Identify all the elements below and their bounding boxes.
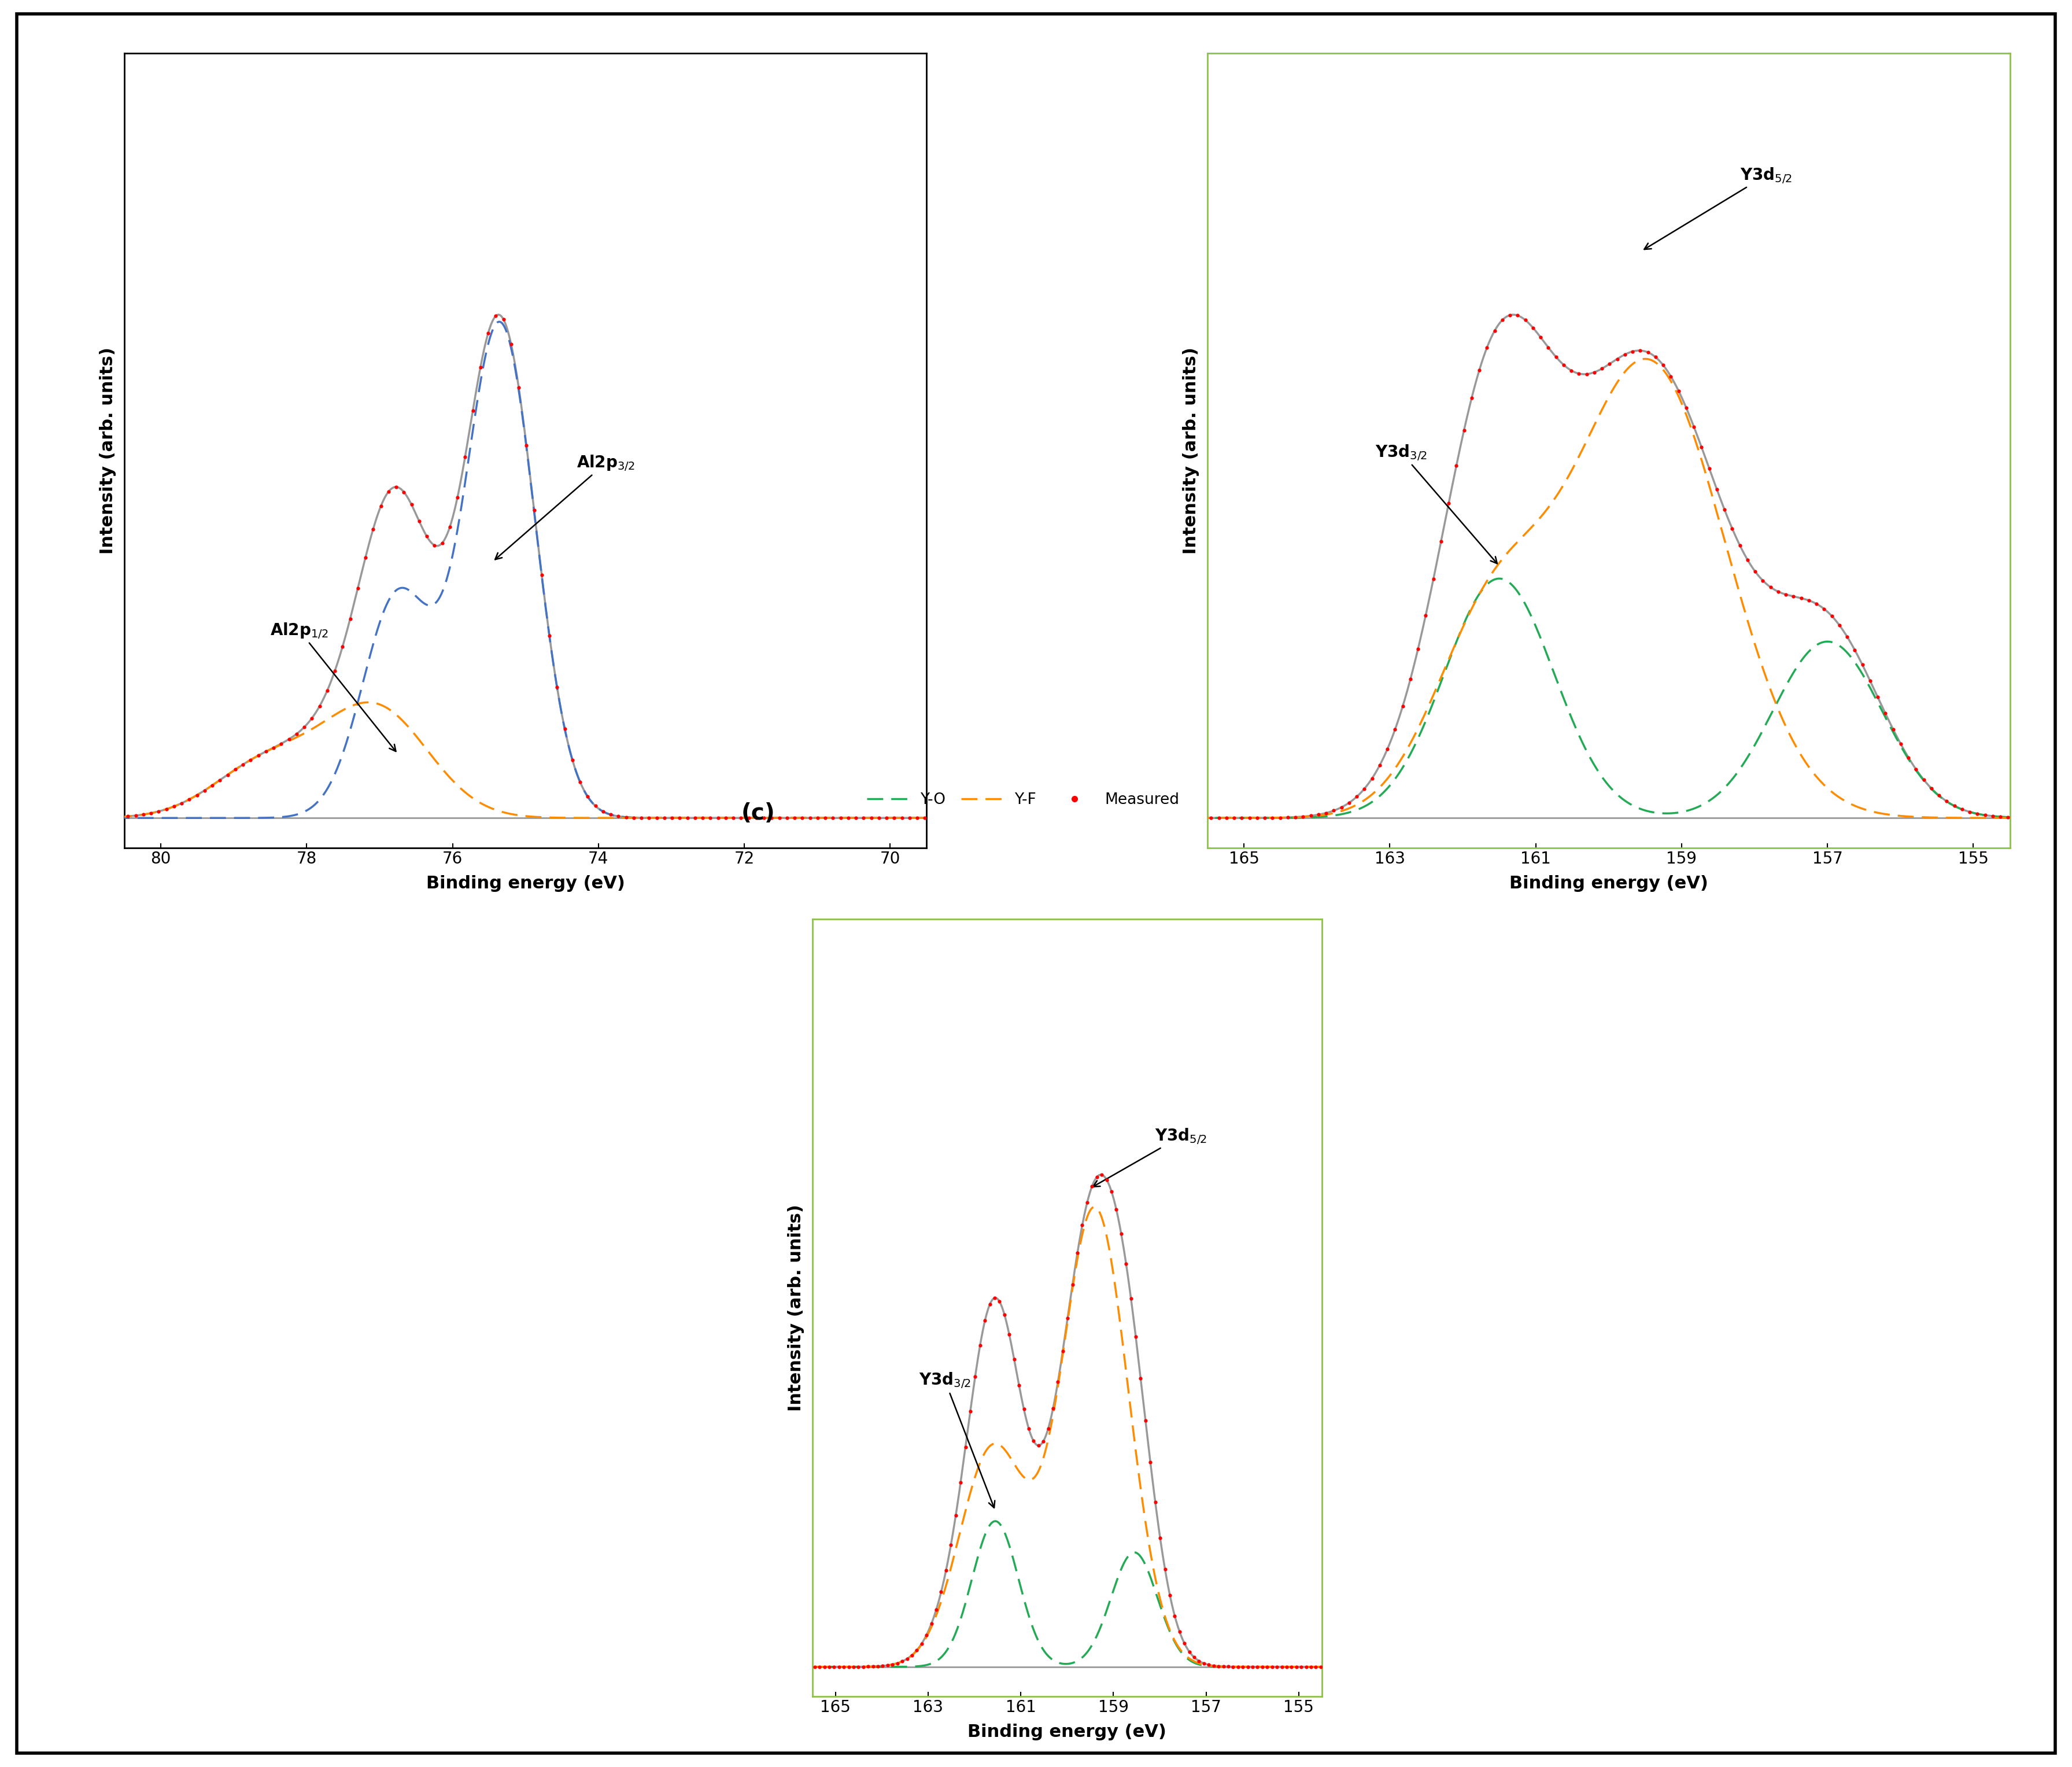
Text: Y3d$_{5/2}$: Y3d$_{5/2}$ xyxy=(1094,1127,1208,1187)
Y-axis label: Intensity (arb. units): Intensity (arb. units) xyxy=(787,1203,804,1412)
X-axis label: Binding energy (eV): Binding energy (eV) xyxy=(427,875,626,892)
Text: Y3d$_{3/2}$: Y3d$_{3/2}$ xyxy=(918,1371,995,1507)
X-axis label: Binding energy (eV): Binding energy (eV) xyxy=(1508,875,1707,892)
X-axis label: Binding energy (eV): Binding energy (eV) xyxy=(968,1723,1167,1740)
Y-axis label: Intensity (arb. units): Intensity (arb. units) xyxy=(1183,346,1200,555)
Text: Al2p$_{1/2}$: Al2p$_{1/2}$ xyxy=(269,622,396,751)
Text: Y3d$_{3/2}$: Y3d$_{3/2}$ xyxy=(1376,444,1498,564)
Legend: Y-O, Y-F, Measured: Y-O, Y-F, Measured xyxy=(860,786,1185,815)
Text: (c): (c) xyxy=(742,802,775,823)
Text: Y3d$_{5/2}$: Y3d$_{5/2}$ xyxy=(1645,166,1792,249)
Y-axis label: Intensity (arb. units): Intensity (arb. units) xyxy=(99,346,116,555)
Text: Al2p$_{3/2}$: Al2p$_{3/2}$ xyxy=(495,454,634,560)
